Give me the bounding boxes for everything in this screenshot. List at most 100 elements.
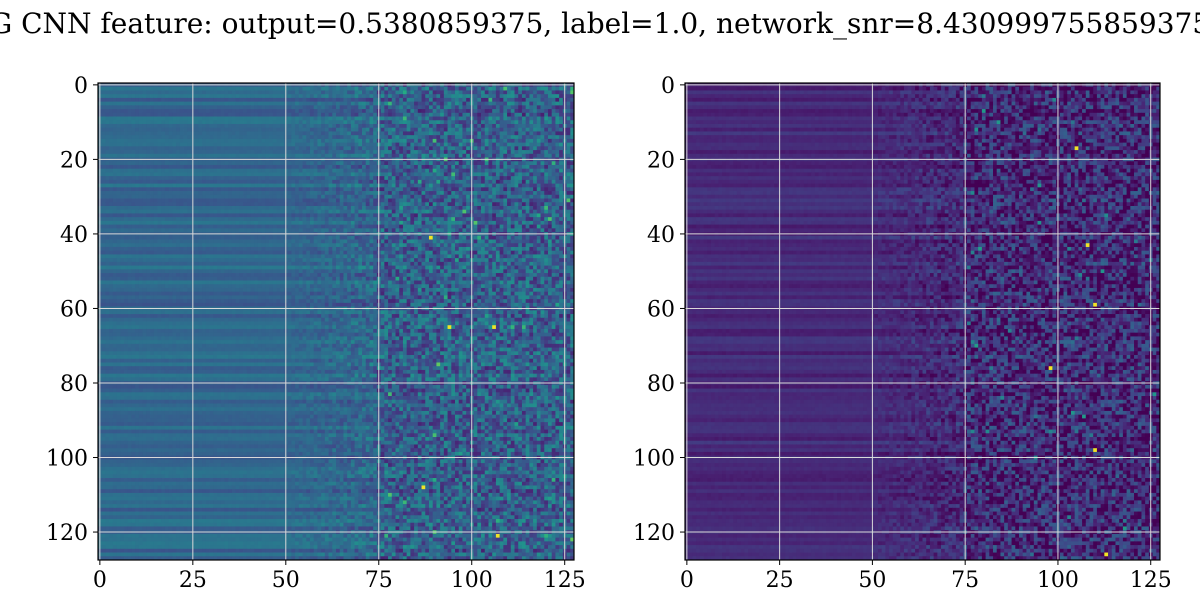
- heatmap-cell: [451, 146, 456, 151]
- heatmap-cell: [265, 194, 270, 199]
- heatmap-cell: [194, 224, 199, 229]
- heatmap-cell: [287, 172, 292, 177]
- heatmap-cell: [421, 183, 426, 188]
- heatmap-cell: [295, 127, 300, 132]
- heatmap-cell: [276, 86, 281, 91]
- heatmap-cell: [272, 187, 277, 192]
- heatmap-cell: [198, 123, 203, 129]
- heatmap-cell: [313, 142, 318, 147]
- heatmap-cell: [514, 131, 519, 136]
- heatmap-cell: [347, 101, 352, 106]
- heatmap-cell: [116, 220, 121, 226]
- heatmap-cell: [432, 101, 437, 106]
- heatmap-cell: [544, 142, 549, 147]
- heatmap-cell: [272, 194, 277, 199]
- heatmap-cell: [254, 97, 259, 103]
- heatmap-cell: [455, 191, 460, 196]
- heatmap-cell: [473, 138, 478, 144]
- heatmap-cell: [365, 86, 370, 91]
- heatmap-cell: [365, 97, 370, 103]
- heatmap-cell: [507, 176, 512, 181]
- heatmap-cell: [380, 224, 385, 229]
- heatmap-cell: [309, 217, 315, 222]
- heatmap-cell: [547, 198, 553, 203]
- heatmap-cell: [406, 90, 411, 95]
- heatmap-cell: [566, 94, 571, 99]
- heatmap-cell: [499, 94, 504, 99]
- heatmap-cell: [235, 161, 240, 166]
- heatmap-cell: [120, 105, 125, 110]
- heatmap-cell: [354, 187, 359, 192]
- heatmap-cell: [425, 209, 430, 214]
- heatmap-cell: [298, 142, 303, 147]
- heatmap-cell: [220, 153, 225, 158]
- heatmap-cell: [462, 135, 467, 140]
- heatmap-cell: [362, 101, 367, 106]
- heatmap-cell: [116, 205, 121, 211]
- heatmap-cell: [481, 101, 486, 106]
- heatmap-cell: [388, 146, 393, 151]
- heatmap-cell: [406, 217, 411, 222]
- heatmap-cell: [254, 146, 259, 151]
- heatmap-cell: [157, 168, 162, 173]
- heatmap-cell: [127, 150, 132, 155]
- heatmap-cell: [555, 220, 560, 226]
- heatmap-cell: [257, 90, 263, 95]
- heatmap-cell: [540, 142, 545, 147]
- heatmap-cell: [239, 123, 244, 129]
- heatmap-cell: [168, 198, 173, 203]
- heatmap-cell: [142, 116, 147, 121]
- heatmap-cell: [425, 90, 430, 95]
- heatmap-cell: [194, 209, 199, 214]
- heatmap-cell: [495, 179, 501, 185]
- heatmap-cell: [321, 101, 326, 106]
- heatmap-cell: [112, 123, 117, 129]
- heatmap-cell: [257, 217, 263, 222]
- heatmap-cell: [477, 138, 482, 144]
- heatmap-cell: [336, 176, 341, 181]
- heatmap-cell: [343, 142, 348, 147]
- heatmap-cell: [369, 138, 374, 144]
- heatmap-cell: [161, 213, 166, 218]
- heatmap-cell: [354, 153, 359, 158]
- heatmap-cell: [455, 194, 460, 199]
- heatmap-cell: [336, 217, 341, 222]
- heatmap-cell: [246, 187, 251, 192]
- heatmap-cell: [458, 97, 463, 103]
- heatmap-cell: [384, 105, 389, 110]
- heatmap-cell: [492, 164, 497, 170]
- heatmap-cell: [272, 183, 277, 188]
- heatmap-cell: [161, 183, 166, 188]
- heatmap-cell: [172, 168, 177, 173]
- heatmap-cell: [272, 150, 277, 155]
- heatmap-cell: [205, 127, 210, 132]
- heatmap-cell: [447, 116, 452, 121]
- heatmap-cell: [536, 135, 541, 140]
- heatmap-cell: [495, 94, 501, 99]
- heatmap-cell: [306, 202, 311, 207]
- heatmap-cell: [499, 127, 504, 132]
- heatmap-cell: [124, 161, 129, 166]
- heatmap-cell: [425, 194, 430, 199]
- heatmap-cell: [336, 164, 341, 170]
- heatmap-cell: [436, 123, 441, 129]
- heatmap-cell: [380, 138, 385, 144]
- heatmap-cell: [529, 146, 534, 151]
- heatmap-cell: [142, 213, 147, 218]
- heatmap-cell: [347, 164, 352, 170]
- heatmap-cell: [153, 127, 158, 132]
- heatmap-cell: [328, 123, 333, 129]
- heatmap-cell: [570, 172, 575, 177]
- heatmap-cell: [391, 146, 396, 151]
- heatmap-cell: [428, 146, 434, 151]
- heatmap-cell: [205, 205, 210, 211]
- heatmap-cell: [254, 217, 259, 222]
- heatmap-cell: [440, 202, 445, 207]
- heatmap-cell: [481, 112, 486, 117]
- heatmap-cell: [105, 138, 110, 144]
- heatmap-cell: [317, 183, 322, 188]
- heatmap-cell: [533, 176, 538, 181]
- heatmap-cell: [551, 205, 556, 211]
- heatmap-cell: [447, 220, 452, 226]
- heatmap-cell: [399, 90, 404, 95]
